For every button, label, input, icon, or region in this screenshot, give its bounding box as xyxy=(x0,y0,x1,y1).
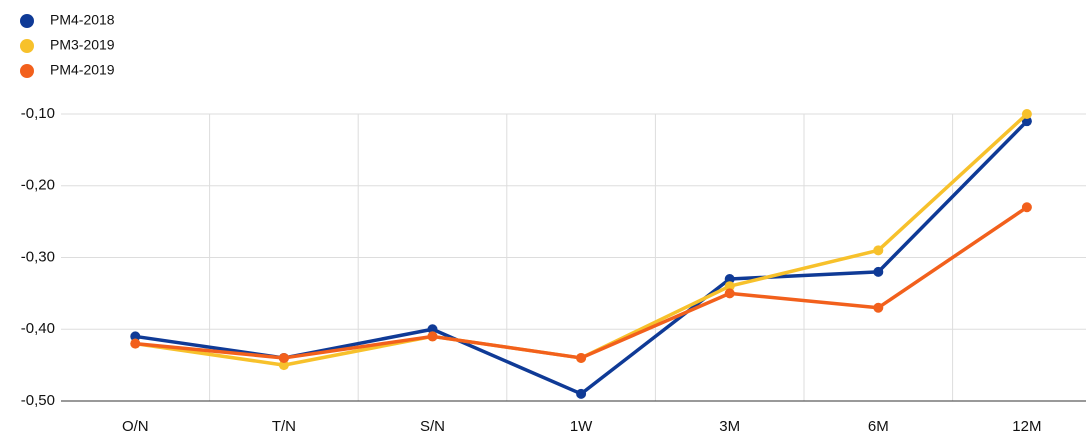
legend-marker xyxy=(20,14,34,28)
data-point xyxy=(1021,116,1032,127)
data-point xyxy=(130,338,141,349)
data-point xyxy=(130,331,141,342)
x-tick-label: 12M xyxy=(1012,418,1041,433)
data-point xyxy=(278,352,289,363)
data-point xyxy=(873,245,884,256)
x-tick-label: 6M xyxy=(868,418,889,433)
data-point xyxy=(873,302,884,313)
y-tick-label: -0,40 xyxy=(21,320,55,337)
legend-label: PM4-2018 xyxy=(50,12,115,28)
data-point xyxy=(278,360,289,371)
x-tick-label: T/N xyxy=(272,418,296,433)
legend-label: PM4-2019 xyxy=(50,62,115,78)
legend-label: PM3-2019 xyxy=(50,37,115,53)
y-tick-label: -0,30 xyxy=(21,248,55,265)
data-point xyxy=(1021,109,1032,119)
data-point xyxy=(427,324,438,335)
x-tick-label: S/N xyxy=(420,418,445,433)
y-tick-label: -0,10 xyxy=(21,105,55,122)
data-point xyxy=(1021,202,1032,213)
data-point xyxy=(724,288,735,299)
data-point xyxy=(576,352,587,363)
data-point xyxy=(724,281,735,292)
x-tick-label: O/N xyxy=(122,418,149,433)
series-line xyxy=(135,205,1028,360)
data-point xyxy=(724,274,735,285)
data-point xyxy=(873,266,884,277)
x-tick-label: 3M xyxy=(719,418,740,433)
series-line xyxy=(135,112,1029,367)
legend-marker xyxy=(20,39,34,53)
y-tick-label: -0,50 xyxy=(21,392,55,409)
y-tick-label: -0,20 xyxy=(21,177,55,194)
legend-marker xyxy=(20,64,34,78)
x-tick-label: 1W xyxy=(570,418,593,433)
data-point xyxy=(576,388,587,399)
data-point xyxy=(427,331,438,342)
